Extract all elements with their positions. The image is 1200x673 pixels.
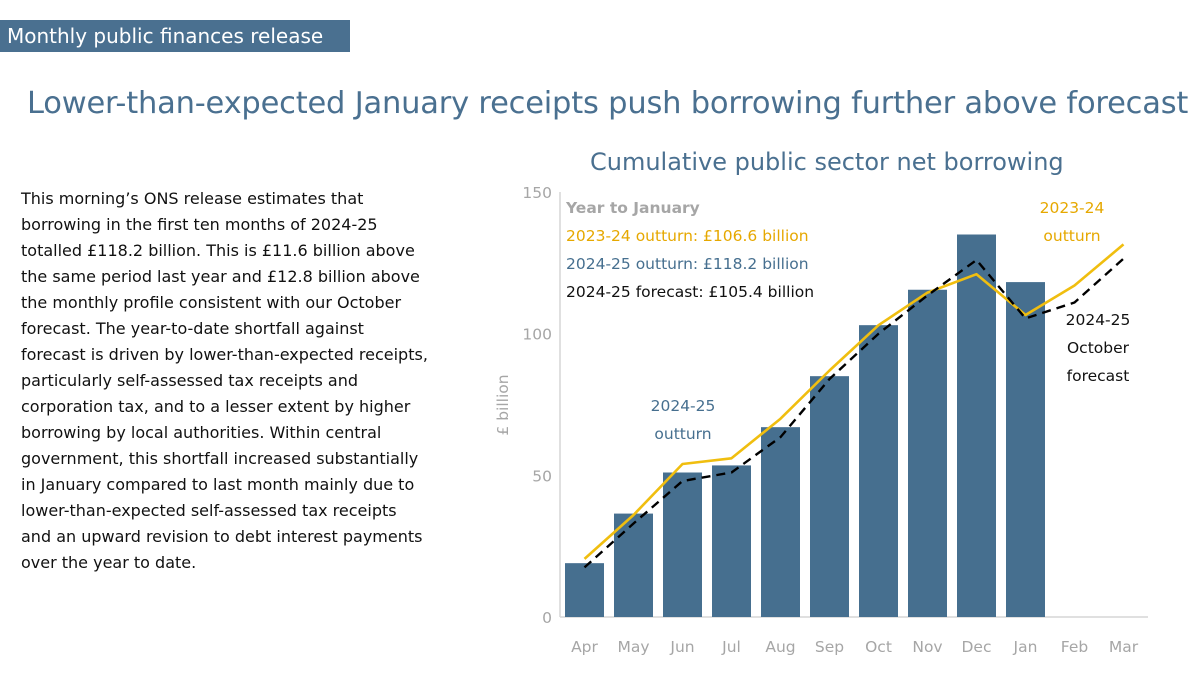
x-tick-label: Jun: [669, 638, 694, 656]
annotation-label: outturn: [1043, 227, 1100, 245]
y-tick-label: 0: [542, 609, 552, 627]
x-tick-label: Jul: [721, 638, 741, 656]
legend-item: 2023-24 outturn: £106.6 billion: [566, 227, 809, 245]
x-tick-label: Dec: [962, 638, 992, 656]
bar-2024-25-sep: [810, 376, 849, 617]
bar-2024-25-jul: [712, 465, 751, 617]
bar-2024-25-may: [614, 513, 653, 617]
legend-heading: Year to January: [565, 199, 700, 217]
x-tick-label: Sep: [815, 638, 844, 656]
annotation-label: forecast: [1067, 367, 1130, 385]
x-tick-label: Jan: [1013, 638, 1038, 656]
annotation-label: 2024-25: [1066, 311, 1131, 329]
y-tick-label: 50: [532, 467, 552, 485]
x-tick-label: Nov: [912, 638, 942, 656]
legend-item: 2024-25 outturn: £118.2 billion: [566, 255, 809, 273]
x-tick-label: Oct: [865, 638, 892, 656]
forecast-2024-25-line: [583, 257, 1125, 569]
y-axis-label: £ billion: [494, 374, 512, 435]
bar-2024-25-aug: [761, 427, 800, 617]
annotation-label: 2023-24: [1040, 199, 1105, 217]
chart-title: Cumulative public sector net borrowing: [590, 148, 1064, 176]
page-title: Lower-than-expected January receipts pus…: [27, 86, 1189, 121]
bar-2024-25-jun: [663, 472, 702, 617]
y-tick-label: 150: [522, 184, 552, 202]
release-tag: Monthly public finances release: [0, 20, 350, 52]
x-tick-label: Apr: [571, 638, 598, 656]
outturn-2023-24-line: [583, 243, 1125, 560]
y-tick-label: 100: [522, 326, 552, 344]
legend-item: 2024-25 forecast: £105.4 billion: [566, 283, 814, 301]
bar-2024-25-nov: [908, 289, 947, 617]
annotation-label: October: [1067, 339, 1130, 357]
x-tick-label: May: [617, 638, 649, 656]
bar-2024-25-dec: [957, 234, 996, 617]
bar-2024-25-apr: [565, 563, 604, 617]
bar-2024-25-oct: [859, 325, 898, 617]
bar-2024-25-jan: [1006, 282, 1045, 617]
x-tick-label: Feb: [1061, 638, 1088, 656]
body-paragraph: This morning’s ONS release estimates tha…: [21, 189, 428, 572]
x-tick-label: Mar: [1109, 638, 1139, 656]
x-tick-label: Aug: [765, 638, 795, 656]
annotation-label: 2024-25: [651, 397, 716, 415]
annotation-label: outturn: [654, 425, 711, 443]
